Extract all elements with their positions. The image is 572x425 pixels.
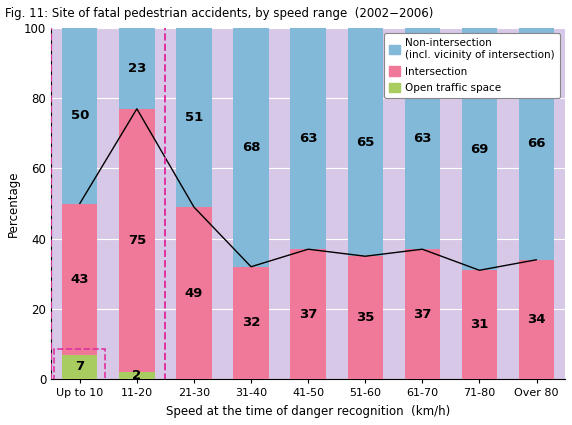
- Bar: [462, 28, 497, 270]
- Bar: [291, 249, 326, 379]
- Bar: [51, 27, 165, 380]
- Text: 63: 63: [299, 132, 317, 145]
- Bar: [51, 28, 108, 379]
- Text: 51: 51: [185, 111, 203, 124]
- Bar: [108, 28, 165, 379]
- Bar: [394, 28, 451, 379]
- Text: 75: 75: [128, 234, 146, 247]
- Bar: [462, 270, 497, 379]
- Bar: [233, 28, 269, 267]
- Bar: [165, 28, 223, 379]
- Bar: [119, 109, 154, 372]
- Text: 68: 68: [242, 141, 260, 154]
- Text: 63: 63: [413, 132, 432, 145]
- Bar: [291, 28, 326, 249]
- Text: 35: 35: [356, 311, 375, 324]
- Text: 43: 43: [70, 272, 89, 286]
- Bar: [119, 372, 154, 379]
- X-axis label: Speed at the time of danger recognition  (km/h): Speed at the time of danger recognition …: [166, 405, 450, 418]
- Text: 37: 37: [413, 308, 431, 320]
- Text: 66: 66: [527, 137, 546, 150]
- Text: 2: 2: [132, 369, 141, 382]
- Text: 65: 65: [356, 136, 375, 149]
- Y-axis label: Percentage: Percentage: [7, 170, 20, 237]
- Text: 23: 23: [128, 62, 146, 75]
- Bar: [451, 28, 508, 379]
- Text: 31: 31: [470, 318, 488, 331]
- Bar: [337, 28, 394, 379]
- Bar: [348, 256, 383, 379]
- Bar: [62, 354, 97, 379]
- Bar: [280, 28, 337, 379]
- Bar: [223, 28, 280, 379]
- Legend: Non-intersection
(incl. vicinity of intersection), Intersection, Open traffic sp: Non-intersection (incl. vicinity of inte…: [384, 33, 560, 98]
- Bar: [519, 28, 554, 260]
- Text: 32: 32: [242, 317, 260, 329]
- Bar: [176, 207, 212, 379]
- Text: 37: 37: [299, 308, 317, 320]
- Bar: [176, 28, 212, 207]
- Bar: [508, 28, 565, 379]
- Bar: [62, 204, 97, 354]
- Bar: [233, 267, 269, 379]
- Bar: [62, 28, 97, 204]
- Bar: [519, 260, 554, 379]
- Text: 34: 34: [527, 313, 546, 326]
- Bar: [54, 348, 105, 380]
- Text: 7: 7: [75, 360, 84, 373]
- Text: 69: 69: [470, 143, 488, 156]
- Text: 49: 49: [185, 286, 203, 300]
- Text: 50: 50: [70, 109, 89, 122]
- Bar: [404, 28, 440, 249]
- Bar: [404, 249, 440, 379]
- Text: Fig. 11: Site of fatal pedestrian accidents, by speed range  (2002−2006): Fig. 11: Site of fatal pedestrian accide…: [5, 7, 434, 20]
- Bar: [348, 28, 383, 256]
- Bar: [119, 28, 154, 109]
